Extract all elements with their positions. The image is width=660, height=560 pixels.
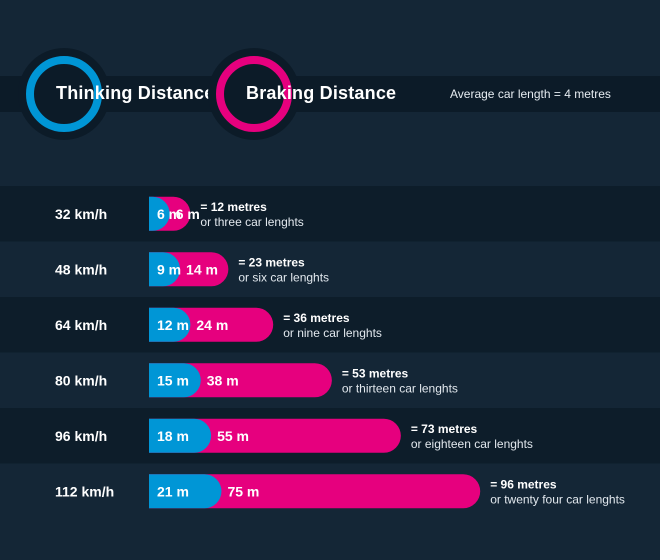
thinking-value-label: 12 m [157, 317, 189, 333]
thinking-value-label: 15 m [157, 372, 189, 388]
car-lengths-label: or six car lenghts [238, 270, 329, 284]
speed-label: 80 km/h [55, 372, 107, 388]
speed-label: 48 km/h [55, 261, 107, 277]
total-distance-label: = 53 metres [342, 366, 409, 380]
thinking-value-label: 6 m [157, 206, 181, 222]
braking-value-label: 38 m [207, 372, 239, 388]
braking-value-label: 55 m [217, 428, 249, 444]
row-band [0, 186, 660, 242]
row-band [0, 241, 660, 297]
speed-label: 64 km/h [55, 317, 107, 333]
row-band [0, 297, 660, 353]
thinking-bar [149, 418, 212, 453]
braking-bar [149, 474, 481, 509]
thinking-bar [149, 307, 191, 342]
thinking-ring [26, 56, 102, 132]
braking-value-label: 14 m [186, 261, 218, 277]
car-length-note: Average car length = 4 metres [450, 87, 611, 101]
thinking-bar [149, 196, 170, 231]
car-lengths-label: or three car lenghts [200, 215, 303, 229]
total-distance-label: = 12 metres [200, 200, 267, 214]
car-lengths-label: or eighteen car lenghts [411, 437, 533, 451]
total-distance-label: = 36 metres [283, 311, 350, 325]
thinking-legend-ring-icon [18, 48, 110, 140]
total-distance-label: = 96 metres [490, 477, 557, 491]
total-distance-label: = 23 metres [238, 255, 305, 269]
thinking-value-label: 9 m [157, 261, 181, 277]
braking-value-label: 24 m [196, 317, 228, 333]
braking-legend-label: Braking Distance [246, 83, 397, 103]
thinking-legend-label: Thinking Distance [56, 83, 215, 103]
car-lengths-label: or twenty four car lenghts [490, 492, 625, 506]
braking-ring [216, 56, 292, 132]
thinking-bar [149, 474, 222, 509]
speed-label: 112 km/h [55, 483, 114, 499]
total-distance-label: = 73 metres [411, 422, 478, 436]
legend-band [0, 76, 660, 112]
thinking-bar [149, 363, 201, 398]
thinking-value-label: 21 m [157, 483, 189, 499]
car-lengths-label: or nine car lenghts [283, 326, 382, 340]
braking-value-label: 75 m [227, 483, 259, 499]
car-lengths-label: or thirteen car lenghts [342, 381, 458, 395]
braking-value-label: 6 m [176, 206, 200, 222]
braking-bar [149, 418, 401, 453]
speed-label: 96 km/h [55, 428, 107, 444]
braking-legend-ring-icon [208, 48, 300, 140]
thinking-value-label: 18 m [157, 428, 189, 444]
speed-label: 32 km/h [55, 206, 107, 222]
thinking-bar [149, 252, 181, 287]
